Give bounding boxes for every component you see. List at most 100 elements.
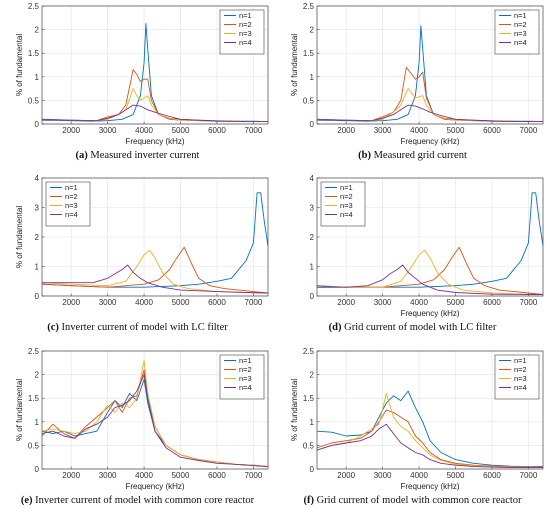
x-tick-label: 2000 — [337, 298, 355, 307]
y-tick-label: 1.5 — [28, 49, 40, 58]
legend-label: n=2 — [65, 192, 78, 201]
x-axis-label: Frequency (kHz) — [400, 309, 459, 318]
x-tick-label: 2000 — [62, 298, 80, 307]
x-axis-label: Frequency (kHz) — [400, 482, 459, 491]
series-line-n4 — [42, 264, 268, 294]
y-tick-label: 0.5 — [303, 96, 315, 105]
x-tick-label: 4000 — [410, 471, 428, 480]
series-line-n1 — [317, 25, 543, 123]
y-tick-label: 0.5 — [28, 96, 40, 105]
axes-frame — [41, 350, 269, 470]
legend-label: n=2 — [340, 192, 353, 201]
x-tick-label: 7000 — [245, 298, 263, 307]
x-tick-label: 7000 — [520, 126, 538, 135]
y-tick-label: 1 — [35, 418, 40, 427]
legend-label: n=1 — [65, 183, 78, 192]
y-tick-label: 0.5 — [303, 441, 315, 450]
axes-frame — [316, 5, 544, 125]
series-line-n3 — [317, 249, 543, 295]
y-tick-label: 4 — [310, 174, 315, 183]
caption-text: Grid current of model with LC filter — [344, 322, 497, 333]
legend-label: n=3 — [239, 29, 252, 38]
chart-e: 2000 3000 4000 5000 6000 7000 0 0.5 1 1.5 2 2.5 Freq… — [15, 347, 269, 491]
caption-tag: (c) — [47, 322, 59, 333]
caption-b: (b) Measured grid current — [275, 150, 550, 161]
legend: n=1n=2n=3n=4 — [494, 9, 540, 55]
series-group — [42, 192, 268, 294]
y-tick-label: 2 — [310, 371, 315, 380]
legend-label: n=4 — [514, 383, 527, 392]
x-tick-label: 6000 — [483, 298, 501, 307]
series-line-n3 — [42, 359, 268, 468]
y-tick-label: 2 — [310, 26, 315, 35]
legend-label: n=1 — [239, 356, 252, 365]
y-tick-label: 1 — [310, 73, 315, 82]
y-tick-label: 1 — [310, 263, 315, 272]
legend-label: n=3 — [239, 374, 252, 383]
series-line-n4 — [317, 264, 543, 295]
y-axis-label: % of fundamental — [15, 34, 24, 96]
legend-label: n=2 — [239, 365, 252, 374]
series-group — [42, 359, 268, 468]
caption-c: (c) Inverter current of model with LC fi… — [0, 322, 275, 333]
caption-a: (a) Measured inverter current — [0, 150, 275, 161]
x-tick-label: 7000 — [245, 471, 263, 480]
series-line-n4 — [317, 423, 543, 469]
caption-text: Inverter current of model with LC filter — [61, 322, 228, 333]
y-tick-label: 0.5 — [28, 441, 40, 450]
legend-box — [219, 354, 265, 400]
caption-tag: (d) — [328, 322, 342, 333]
series-line-n4 — [42, 104, 268, 123]
x-tick-label: 5000 — [172, 126, 190, 135]
y-tick-label: 3 — [35, 204, 40, 213]
y-tick-label: 1 — [310, 418, 315, 427]
legend-label: n=4 — [65, 210, 78, 219]
y-tick-label: 0 — [310, 292, 315, 301]
x-axis-label: Frequency (kHz) — [125, 482, 184, 491]
caption-tag: (f) — [303, 495, 314, 506]
x-tick-label: 5000 — [447, 126, 465, 135]
chart-panel-b: 2000 3000 4000 5000 6000 7000 0 0.5 1 1.5 2 2.5 Freq… — [275, 0, 550, 172]
x-tick-label: 2000 — [62, 471, 80, 480]
series-group — [42, 23, 268, 123]
series-line-n3 — [317, 393, 543, 469]
y-tick-label: 0 — [310, 465, 315, 474]
legend-label: n=4 — [239, 38, 252, 47]
y-tick-label: 2.5 — [303, 2, 315, 11]
legend-box — [219, 9, 265, 55]
caption-text: Grid current of model with common core r… — [316, 495, 522, 506]
y-tick-label: 1.5 — [303, 49, 315, 58]
series-group — [317, 25, 543, 123]
y-tick-label: 3 — [310, 204, 315, 213]
series-line-n1 — [42, 23, 268, 123]
chart-a: 2000 3000 4000 5000 6000 7000 0 0.5 1 1.5 2 2.5 Freq… — [15, 2, 269, 146]
series-line-n4 — [42, 374, 268, 468]
caption-text: Measured inverter current — [90, 150, 200, 161]
legend: n=1n=2n=3n=4 — [219, 9, 265, 55]
x-tick-label: 5000 — [447, 471, 465, 480]
y-axis-label: % of fundamental — [290, 34, 299, 96]
axes-frame — [316, 350, 544, 470]
legend-label: n=2 — [514, 20, 527, 29]
chart-f: 2000 3000 4000 5000 6000 7000 0 0.5 1 1.5 2 2.5 Freq… — [290, 347, 544, 491]
series-line-n2 — [317, 246, 543, 295]
series-line-n3 — [317, 88, 543, 123]
x-tick-label: 2000 — [337, 471, 355, 480]
caption-d: (d) Grid current of model with LC filter — [275, 322, 550, 333]
legend-label: n=2 — [514, 365, 527, 374]
legend-label: n=3 — [514, 374, 527, 383]
series-line-n1 — [317, 192, 543, 288]
x-tick-label: 5000 — [447, 298, 465, 307]
y-tick-label: 2 — [35, 233, 40, 242]
y-tick-label: 0 — [35, 120, 40, 129]
legend-box — [494, 9, 540, 55]
x-tick-label: 3000 — [374, 298, 392, 307]
legend-label: n=4 — [239, 383, 252, 392]
legend-label: n=4 — [514, 38, 527, 47]
y-tick-label: 2 — [35, 371, 40, 380]
x-tick-label: 5000 — [172, 471, 190, 480]
legend: n=1n=2n=3n=4 — [320, 181, 366, 227]
chart-c: 2000 3000 4000 5000 6000 7000 0 1 2 3 4 % of fundam… — [15, 174, 269, 307]
chart-d: 2000 3000 4000 5000 6000 7000 0 1 2 3 4 Frequency (… — [310, 174, 544, 318]
